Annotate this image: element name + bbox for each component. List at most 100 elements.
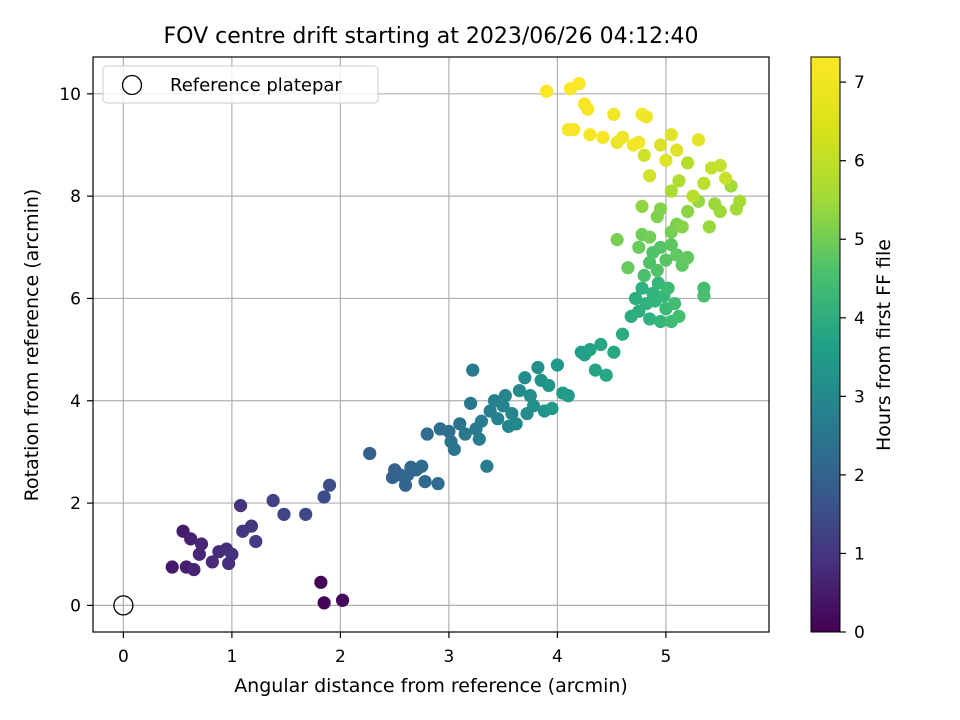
y-tick-label: 2 — [70, 494, 81, 514]
colorbar-tick-label: 5 — [854, 230, 865, 250]
data-point — [713, 158, 727, 173]
legend: Reference platepar — [102, 65, 379, 104]
x-axis-label: Angular distance from reference (arcmin) — [234, 675, 628, 697]
colorbar-gradient — [810, 56, 841, 633]
data-point — [596, 130, 610, 144]
data-point — [628, 291, 643, 306]
data-point — [192, 547, 206, 561]
data-point — [681, 156, 695, 170]
data-point — [447, 442, 461, 456]
data-point — [702, 220, 716, 234]
data-point — [639, 110, 653, 124]
data-point — [607, 107, 621, 121]
x-tick-label: 4 — [552, 647, 563, 667]
x-tick-label: 3 — [443, 647, 454, 667]
data-point — [509, 417, 523, 431]
colorbar-label: Hours from first FF file — [873, 239, 895, 451]
data-point — [691, 133, 706, 147]
data-point — [583, 343, 597, 357]
data-point — [453, 417, 467, 431]
data-point — [466, 363, 480, 377]
x-tick-label: 2 — [335, 647, 346, 667]
data-point — [567, 123, 581, 137]
data-point — [531, 360, 545, 375]
colorbar-tick-label: 6 — [854, 152, 865, 172]
data-point — [523, 389, 537, 403]
data-point — [615, 327, 630, 341]
data-point — [733, 194, 747, 208]
data-point — [599, 368, 613, 382]
chart-title: FOV centre drift starting at 2023/06/26 … — [164, 24, 699, 49]
data-point — [653, 202, 668, 216]
data-point — [664, 184, 678, 198]
data-point — [621, 261, 635, 275]
data-point — [418, 474, 432, 489]
data-point — [314, 575, 328, 589]
y-axis: 0 2 4 6 8 10 — [59, 85, 93, 616]
data-point — [277, 507, 291, 521]
data-point — [643, 312, 657, 326]
grid — [93, 57, 769, 632]
data-point — [670, 248, 684, 262]
y-tick-label: 4 — [70, 392, 81, 412]
data-point — [681, 204, 695, 219]
data-point — [664, 128, 678, 142]
data-point — [420, 427, 434, 441]
data-point — [542, 378, 556, 393]
legend-marker-open-circle — [121, 74, 143, 96]
data-point — [480, 459, 494, 473]
colorbar-tick-label: 2 — [854, 466, 865, 486]
data-point — [610, 233, 624, 247]
data-point — [661, 281, 675, 295]
data-point — [472, 432, 486, 446]
data-point — [667, 296, 682, 311]
data-point — [651, 276, 665, 290]
y-axis-label: Rotation from reference (arcmin) — [21, 189, 43, 502]
data-point — [194, 537, 209, 551]
data-point — [205, 555, 219, 569]
data-point — [686, 189, 700, 203]
data-point — [233, 499, 248, 513]
data-point — [363, 446, 377, 461]
colorbar-tick-label: 3 — [854, 387, 865, 407]
data-point — [249, 534, 263, 549]
data-point — [545, 401, 559, 416]
data-point — [615, 130, 630, 144]
data-point — [474, 414, 489, 428]
y-tick-label: 6 — [70, 289, 81, 309]
data-point — [187, 562, 201, 577]
x-tick-label: 1 — [226, 647, 237, 667]
data-point — [581, 102, 595, 116]
data-point — [496, 399, 510, 413]
data-point — [637, 268, 651, 283]
reference-platepar-marker — [113, 595, 134, 616]
x-tick-label: 5 — [661, 647, 672, 667]
data-point — [713, 204, 727, 219]
data-point — [653, 314, 668, 329]
data-point — [572, 77, 586, 91]
data-point — [317, 596, 331, 610]
data-point — [266, 493, 280, 508]
colorbar-ticks: 0 1 2 3 4 5 6 7 — [840, 73, 865, 643]
data-point — [491, 412, 505, 426]
data-point — [635, 199, 649, 213]
data-point — [588, 363, 602, 377]
data-point — [643, 169, 657, 183]
colorbar-tick-label: 0 — [854, 623, 865, 643]
data-point — [650, 263, 664, 277]
data-point — [583, 128, 597, 142]
data-point — [659, 153, 673, 167]
data-point — [317, 490, 331, 504]
data-point — [659, 253, 673, 267]
data-points — [113, 77, 747, 616]
colorbar-tick-label: 7 — [854, 73, 865, 93]
data-point — [718, 171, 733, 185]
legend-entry-reference-platepar: Reference platepar — [170, 75, 342, 96]
data-point — [681, 250, 695, 265]
data-point — [165, 560, 179, 574]
data-point — [653, 240, 668, 254]
data-point — [697, 176, 711, 190]
colorbar-tick-label: 1 — [854, 544, 865, 564]
data-point — [607, 345, 621, 359]
legend-box — [102, 65, 379, 104]
